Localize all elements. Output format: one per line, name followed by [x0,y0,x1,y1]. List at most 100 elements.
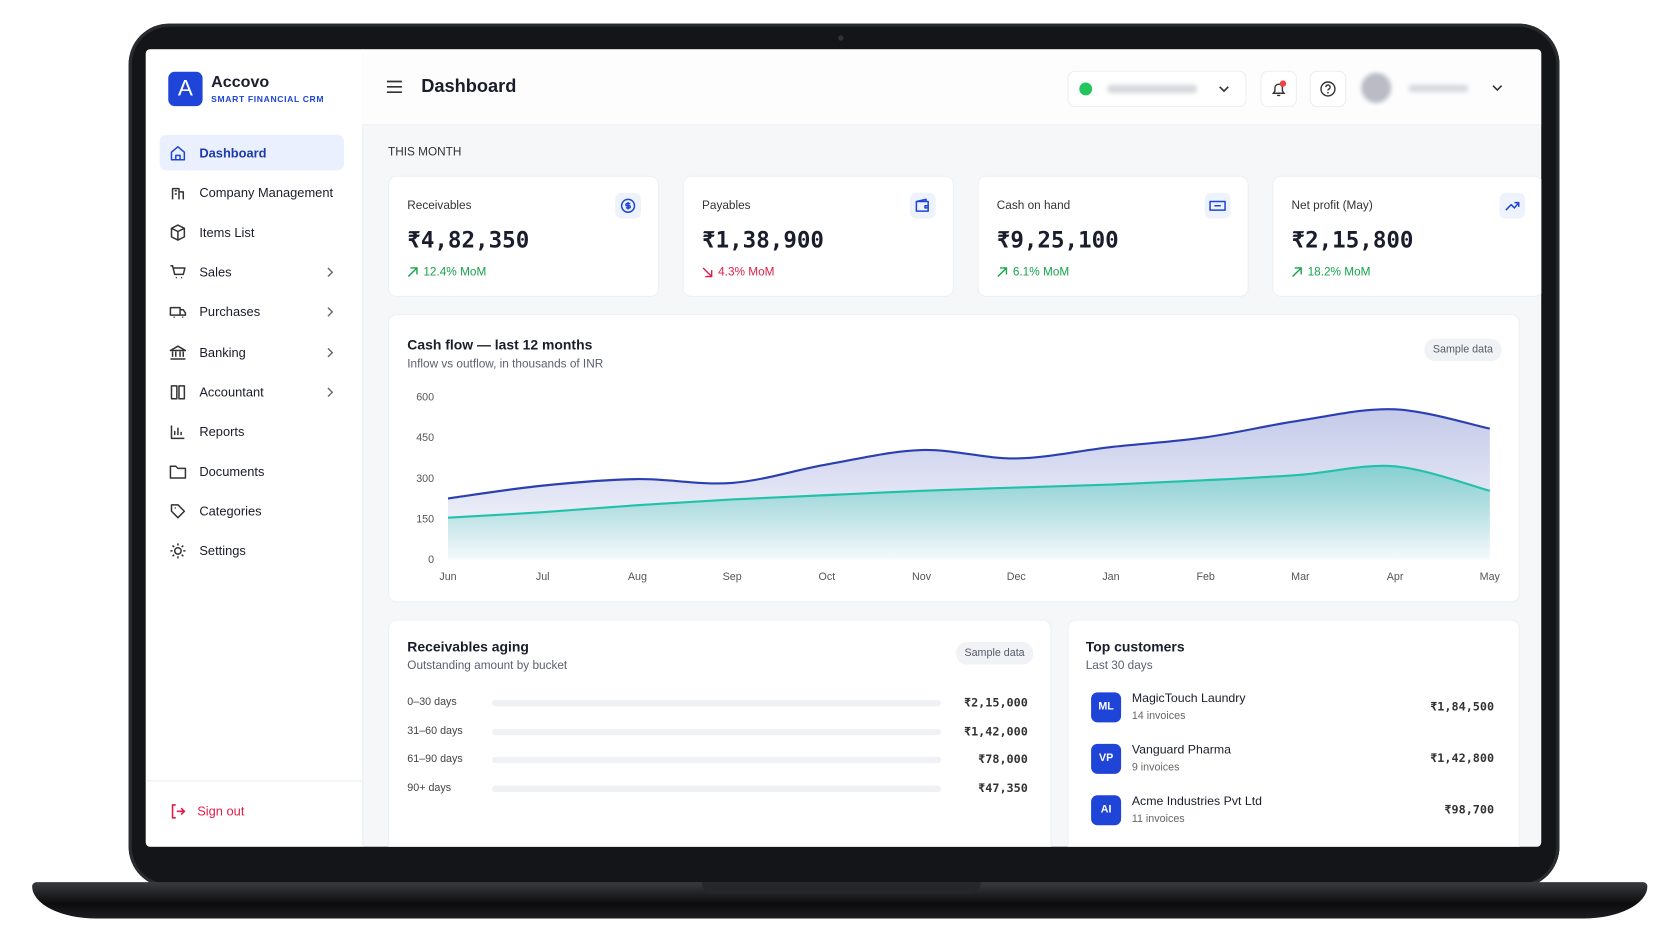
icon-path [169,465,187,479]
chart-title: Cash flow — last 12 months [407,336,593,353]
blurred-user [1408,84,1469,93]
nav-label: Documents [199,463,265,479]
x-tick-label: Mar [1291,571,1310,583]
x-tick-label: Oct [819,571,836,583]
submenu-chevron [327,267,334,278]
nav-item[interactable]: Sales [160,254,344,289]
sample-badge: Sample data [1424,338,1502,362]
nav-item[interactable]: Settings [160,533,344,568]
stat-label: Cash on hand [996,199,1071,213]
stat-change: 18.2% MoM [1307,265,1371,279]
icon-path [915,198,929,212]
customer-amount: ₹98,700 [1444,802,1495,817]
section-label: THIS MONTH [387,145,462,159]
stat-icon [909,192,936,219]
logo-box: A [168,71,203,107]
screen: A Accovo SMART FINANCIAL CRM Sign out Da… [145,49,1542,847]
trend-arrow [702,267,713,278]
customer-invoices: 9 invoices [1131,762,1180,774]
nav-item[interactable]: Dashboard [159,135,345,171]
stat-icon [615,192,641,219]
laptop-notch [702,882,981,894]
nav-item[interactable]: Categories [160,493,344,528]
nav-label: Categories [199,503,262,519]
chevron-path [327,267,334,278]
x-tick-label: Dec [1007,571,1027,583]
icon [169,465,187,479]
aging-label: 61–90 days [407,753,463,766]
company-switcher[interactable] [1067,70,1247,108]
icon [169,307,187,319]
nav-label: Company Management [199,185,334,201]
customer-name[interactable]: MagicTouch Laundry [1131,692,1246,706]
icon [170,384,186,400]
customer-avatar: ML [1091,692,1122,723]
aging-subtitle: Outstanding amount by bucket [407,659,568,673]
page-title: Dashboard [421,76,517,97]
stat-card: Payables ₹1,38,900 4.3% MoM [682,175,954,297]
nav-label: Purchases [199,304,261,320]
arrow-path [407,267,418,278]
nav-label: Sales [199,265,232,281]
cash-flow-chart: 0 150 300 450 600 Jun Jul Aug Sep Oct Nov Dec Jan Feb… [416,391,1500,583]
chevron-path [327,387,334,397]
customer-name[interactable]: Acme Industries Pvt Ltd [1131,795,1262,809]
nav-item[interactable]: Documents [160,453,344,488]
sample-badge: Sample data [955,642,1034,665]
stat-icon [1499,192,1526,219]
icon [170,425,185,439]
nav-item[interactable]: Purchases [160,294,344,329]
customers-card: Top customers Last 30 days ML MagicTouch … [1067,619,1520,847]
app-name: Accovo [211,72,270,92]
stat-value: ₹9,25,100 [996,227,1119,253]
chevron-path [327,347,334,357]
icon [1209,200,1226,211]
nav-item[interactable]: Accountant [160,374,344,409]
app-tagline: SMART FINANCIAL CRM [211,94,325,104]
nav-item[interactable]: Company Management [160,175,344,210]
nav-item[interactable]: Reports [160,413,344,448]
icon-path [170,543,186,559]
stat-value: ₹4,82,350 [407,227,530,253]
icon [915,198,929,212]
stat-value: ₹2,15,800 [1291,227,1414,253]
cash-flow-card: Cash flow — last 12 months Inflow vs out… [387,314,1520,603]
chevron-path [327,307,334,318]
help-button[interactable] [1309,70,1347,108]
x-tick-label: Jan [1102,571,1119,583]
stat-change: 6.1% MoM [1012,265,1070,279]
aging-label: 0–30 days [407,696,457,709]
aging-track [491,699,942,707]
trend-arrow [1292,267,1302,278]
customer-name[interactable]: Vanguard Pharma [1131,743,1231,757]
sign-out[interactable]: Sign out [197,803,245,819]
y-tick-label: 0 [428,554,434,566]
user-menu[interactable] [1361,69,1511,108]
icon-path [620,198,636,213]
x-tick-label: Apr [1387,571,1404,583]
icon-path [170,425,185,439]
icon-path [170,384,186,400]
nav-label: Settings [199,543,246,559]
stat-label: Net profit (May) [1291,199,1373,213]
submenu-chevron [327,347,334,357]
line [447,464,1491,519]
chevron [1492,85,1503,92]
arrow-path [702,267,713,278]
area [448,465,1490,560]
x-tick-label: Jul [536,571,550,583]
icon-path [170,224,186,242]
arrow-path [1292,267,1302,278]
customer-invoices: 11 invoices [1131,813,1185,826]
nav-item[interactable]: Items List [160,215,344,250]
aging-track [491,785,942,793]
icon [170,265,186,279]
nav-label: Banking [199,344,246,360]
nav-item[interactable]: Banking [160,334,344,369]
x-tick-label: Aug [628,571,647,583]
chart-subtitle: Inflow vs outflow, in thousands of INR [407,357,604,371]
help-icon [1320,81,1336,97]
menu-button[interactable] [386,79,403,94]
icon [170,224,186,242]
notifications-button[interactable] [1260,70,1297,108]
